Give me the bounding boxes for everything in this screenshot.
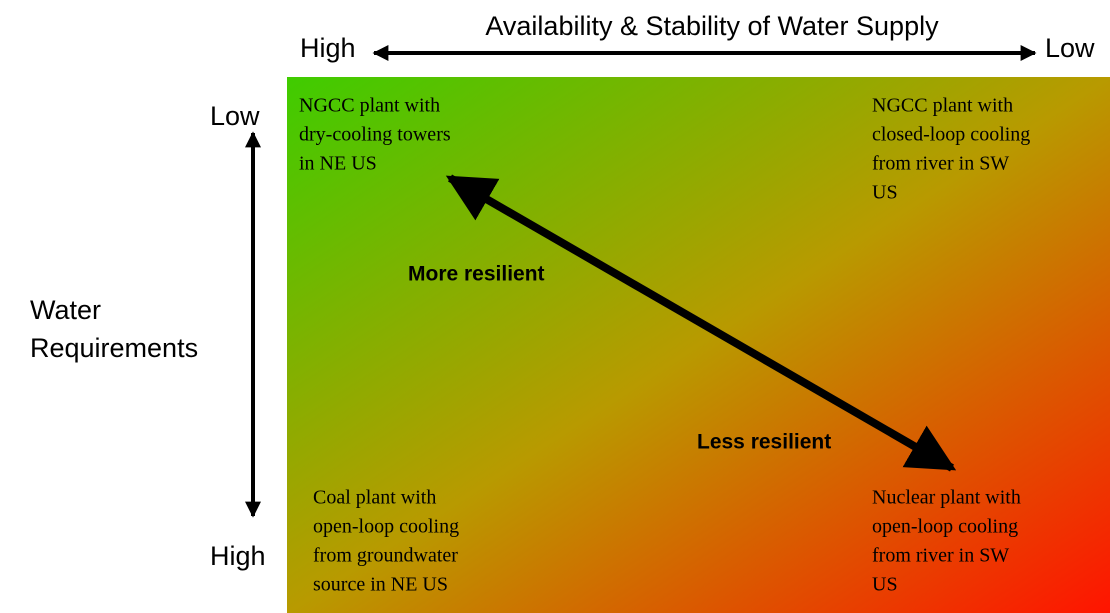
quadrant-line: open-loop cooling <box>313 516 459 538</box>
resilience-arrow <box>445 174 957 472</box>
quadrant-line: from river in SW <box>872 153 1009 175</box>
y-axis-label: Water <box>30 295 101 325</box>
quadrant-line: NGCC plant with <box>299 95 440 117</box>
quadrant-line: from river in SW <box>872 545 1009 567</box>
y-bottom-label: High <box>210 541 266 571</box>
x-right-label: Low <box>1045 33 1095 63</box>
quadrant-line: NGCC plant with <box>872 95 1013 117</box>
less-resilient: Less resilient <box>697 431 831 454</box>
quadrant-line: US <box>872 574 898 596</box>
quadrant-line: source in NE US <box>313 574 448 596</box>
quadrant-line: dry-cooling towers <box>299 124 451 146</box>
axis-title: Availability & Stability of Water Supply <box>485 11 939 41</box>
quadrant-line: in NE US <box>299 153 377 175</box>
quadrant-line: Nuclear plant with <box>872 487 1021 509</box>
quadrant-line: US <box>872 182 898 204</box>
quadrant-texts: NGCC plant with dry-cooling towers in NE U… <box>299 95 1030 596</box>
y-top-label: Low <box>210 101 260 131</box>
x-left-label: High <box>300 33 356 63</box>
quadrant-line: open-loop cooling <box>872 516 1018 538</box>
more-resilient: More resilient <box>408 263 545 286</box>
quadrant-line: Coal plant with <box>313 487 436 509</box>
quadrant-line: closed-loop cooling <box>872 124 1030 146</box>
y-axis-label: Requirements <box>30 333 198 363</box>
quadrant-line: from groundwater <box>313 545 458 567</box>
